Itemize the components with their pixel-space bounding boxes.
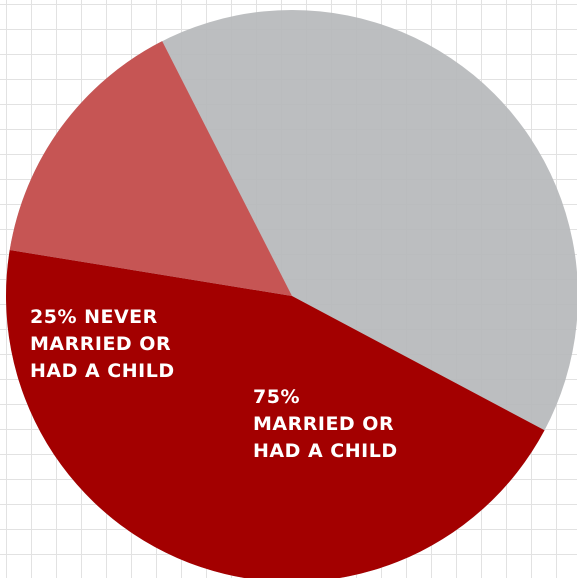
slice-label-never-line-1: 25% NEVER <box>30 306 158 328</box>
slice-label-married-line-1: 75% <box>253 386 300 408</box>
slice-label-never-line-2: MARRIED OR <box>30 333 172 355</box>
pie-slice-never <box>9 41 293 296</box>
slice-label-married: 75% MARRIED OR HAD A CHILD <box>253 384 398 465</box>
slice-label-married-line-3: HAD A CHILD <box>253 440 398 462</box>
slice-label-never: 25% NEVER MARRIED OR HAD A CHILD <box>30 304 175 385</box>
slice-label-married-line-2: MARRIED OR <box>253 413 395 435</box>
slice-label-never-line-3: HAD A CHILD <box>30 360 175 382</box>
pie-slice-married <box>6 250 545 578</box>
